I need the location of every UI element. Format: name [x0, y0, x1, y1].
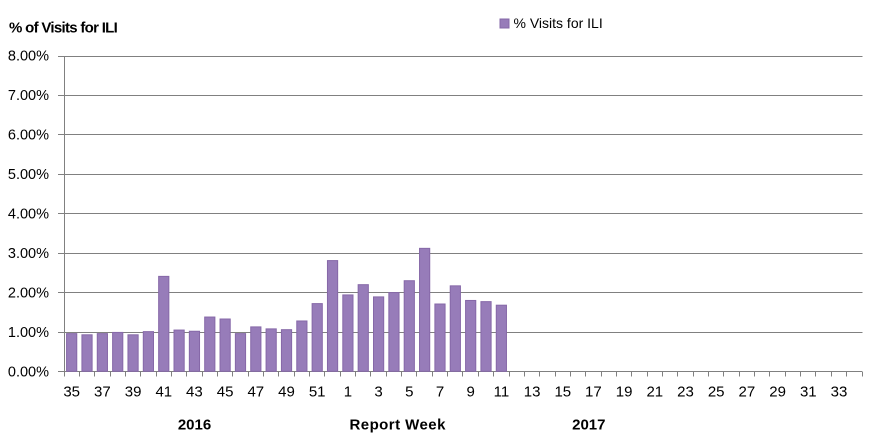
svg-text:9: 9: [467, 383, 475, 400]
svg-text:7: 7: [436, 383, 444, 400]
svg-text:25: 25: [708, 383, 725, 400]
svg-text:3: 3: [374, 383, 382, 400]
svg-text:4.00%: 4.00%: [8, 206, 49, 222]
svg-text:0.00%: 0.00%: [8, 364, 49, 380]
svg-text:5.00%: 5.00%: [8, 167, 49, 183]
svg-text:% of Visits for ILI: % of Visits for ILI: [9, 19, 118, 36]
svg-text:39: 39: [125, 383, 142, 400]
svg-text:19: 19: [616, 383, 633, 400]
svg-text:45: 45: [217, 383, 234, 400]
svg-text:29: 29: [769, 383, 786, 400]
svg-text:23: 23: [677, 383, 694, 400]
svg-text:Report Week: Report Week: [350, 416, 447, 433]
svg-text:2017: 2017: [572, 416, 605, 433]
svg-text:2016: 2016: [178, 416, 211, 433]
svg-text:11: 11: [494, 383, 510, 400]
svg-text:1: 1: [344, 383, 352, 400]
svg-text:3.00%: 3.00%: [8, 246, 49, 262]
svg-text:8.00%: 8.00%: [8, 49, 49, 65]
svg-text:35: 35: [63, 383, 80, 400]
svg-text:2.00%: 2.00%: [8, 285, 49, 301]
svg-text:31: 31: [800, 383, 817, 400]
svg-text:33: 33: [831, 383, 848, 400]
svg-text:7.00%: 7.00%: [8, 88, 49, 104]
svg-text:1.00%: 1.00%: [8, 325, 49, 341]
svg-text:21: 21: [646, 383, 663, 400]
svg-text:43: 43: [186, 383, 203, 400]
svg-text:5: 5: [405, 383, 413, 400]
svg-text:27: 27: [739, 383, 756, 400]
svg-text:49: 49: [278, 383, 295, 400]
svg-text:51: 51: [309, 383, 326, 400]
svg-text:6.00%: 6.00%: [8, 127, 49, 143]
svg-text:47: 47: [247, 383, 264, 400]
svg-text:13: 13: [524, 383, 541, 400]
svg-text:15: 15: [554, 383, 571, 400]
svg-text:% Visits for ILI: % Visits for ILI: [514, 15, 603, 31]
svg-text:41: 41: [155, 383, 172, 400]
svg-text:37: 37: [94, 383, 111, 400]
svg-text:17: 17: [585, 383, 602, 400]
